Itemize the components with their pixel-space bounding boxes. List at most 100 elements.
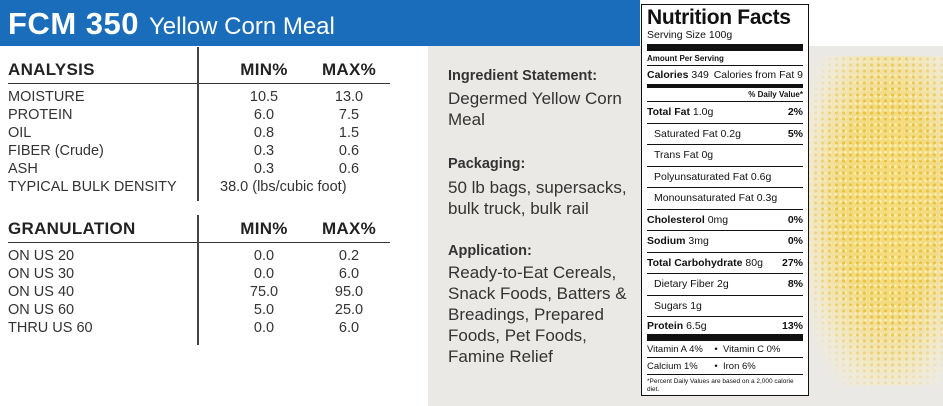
vitamin-right: Vitamin C 0% xyxy=(723,343,781,355)
title-bar: FCM 350 Yellow Corn Meal xyxy=(0,0,640,46)
nutrient-name-amount: Monounsaturated Fat 0.3g xyxy=(654,192,777,204)
min-heading: MIN% xyxy=(240,60,288,79)
product-code: FCM 350 xyxy=(8,6,139,41)
nutrient-label: Total Fat xyxy=(647,106,690,119)
nutrient-label: Total Carbohydrate xyxy=(647,256,743,269)
nutrient-amount: 80g xyxy=(745,256,763,269)
row-label: FIBER (Crude) xyxy=(8,143,104,159)
granulation-heading: GRANULATION xyxy=(8,219,136,238)
nutrient-row: Sugars 1g xyxy=(647,296,803,317)
row-label: PROTEIN xyxy=(8,107,73,123)
nutrition-facts-label: Nutrition Facts Serving Size 100g Amount… xyxy=(641,4,809,396)
row-label: ON US 60 xyxy=(8,302,75,318)
calories-value: 349 xyxy=(691,69,709,81)
bulk-density-value: 38.0 (lbs/cubic foot) xyxy=(220,179,347,195)
max-heading: MAX% xyxy=(321,60,377,79)
vitamin-right: Iron 6% xyxy=(723,360,756,372)
analysis-divider xyxy=(197,47,199,201)
min-value: 0.8 xyxy=(253,125,275,141)
analysis-table: ANALYSIS MIN% MAX% MOISTURE 10.5 13.0 PROTE… xyxy=(8,56,390,196)
granulation-header: GRANULATION MIN% MAX% xyxy=(8,215,390,243)
corn-meal-image xyxy=(805,56,943,386)
nutrient-row: Total Fat 1.0g 2% xyxy=(647,102,803,124)
application-heading: Application: xyxy=(448,243,532,259)
amount-per-serving: Amount Per Serving xyxy=(647,51,803,66)
nutrient-label: Polyunsaturated Fat xyxy=(654,170,748,183)
min-value: 75.0 xyxy=(249,284,279,300)
application-text: Ready-to-Eat Cereals, Snack Foods, Batte… xyxy=(448,263,627,366)
max-value: 6.0 xyxy=(338,266,360,282)
nutrient-name-amount: Polyunsaturated Fat 0.6g xyxy=(654,171,771,183)
bulk-density-label: TYPICAL BULK DENSITY xyxy=(8,179,177,195)
row-label: ASH xyxy=(8,161,38,177)
nutrient-row: Dietary Fiber 2g 8% xyxy=(647,274,803,296)
application-section: Application: Ready-to-Eat Cereals, Snack… xyxy=(448,243,638,367)
nutrient-row: Sodium 3mg 0% xyxy=(647,231,803,253)
analysis-row: ASH 0.3 0.6 xyxy=(8,160,390,178)
max-value: 95.0 xyxy=(334,284,364,300)
vitamin-rows: Vitamin A 4% • Vitamin C 0% Calcium 1% • Iron… xyxy=(647,341,803,375)
nutrient-daily-value: 13% xyxy=(781,319,803,332)
granulation-row: ON US 60 5.0 25.0 xyxy=(8,301,390,319)
nutrient-daily-value: 0% xyxy=(787,213,803,226)
bullet-icon: • xyxy=(714,360,718,372)
vitamin-left: Calcium 1% xyxy=(647,360,698,372)
nutrient-daily-value: 5% xyxy=(787,127,803,140)
nutrient-amount: 0.3g xyxy=(756,192,778,205)
daily-value-header: % Daily Value* xyxy=(647,88,803,102)
nutrient-amount: 0.2g xyxy=(720,127,741,140)
nutrient-daily-value: 2% xyxy=(787,106,803,119)
granulation-rows: ON US 20 0.0 0.2 ON US 30 0.0 6.0 ON US 40 75.0… xyxy=(8,243,390,337)
granulation-row: ON US 40 75.0 95.0 xyxy=(8,283,390,301)
min-value: 0.3 xyxy=(253,143,275,159)
vitamin-row: Calcium 1% • Iron 6% xyxy=(647,358,803,375)
nutrient-name-amount: Saturated Fat 0.2g xyxy=(654,128,741,140)
nutrient-label: Sugars xyxy=(654,299,688,312)
row-label: THRU US 60 xyxy=(8,320,93,336)
max-value: 0.2 xyxy=(338,248,360,264)
nutrient-row: Monounsaturated Fat 0.3g xyxy=(647,188,803,210)
max-value: 7.5 xyxy=(338,107,360,123)
packaging-section: Packaging: 50 lb bags, supersacks, bulk … xyxy=(448,156,638,219)
granulation-row: ON US 20 0.0 0.2 xyxy=(8,247,390,265)
row-label: ON US 20 xyxy=(8,248,75,264)
nutrient-row: Trans Fat 0g xyxy=(647,145,803,167)
nutrient-amount: 2g xyxy=(717,278,729,291)
nutrient-name-amount: Sodium 3mg xyxy=(647,235,709,247)
packaging-text: 50 lb bags, supersacks, bulk truck, bulk… xyxy=(448,178,627,218)
nutrient-row: Polyunsaturated Fat 0.6g xyxy=(647,167,803,188)
nutrient-amount: 0.6g xyxy=(750,170,772,183)
analysis-rows: MOISTURE 10.5 13.0 PROTEIN 6.0 7.5 OIL 0.8 1.5 FI… xyxy=(8,84,390,178)
granulation-table: GRANULATION MIN% MAX% ON US 20 0.0 0.2 ON U… xyxy=(8,215,390,337)
footnote: *Percent Daily Values are based on a 2,0… xyxy=(647,378,794,393)
nutrient-label: Saturated Fat xyxy=(654,127,718,140)
nutrient-daily-value: 8% xyxy=(787,278,803,291)
analysis-row: PROTEIN 6.0 7.5 xyxy=(8,106,390,124)
bullet-icon: • xyxy=(714,343,718,355)
nutrient-daily-value: 27% xyxy=(781,256,803,269)
ingredient-text: Degermed Yellow Corn Meal xyxy=(448,89,622,129)
row-label: ON US 30 xyxy=(8,266,75,282)
nutrient-amount: 1g xyxy=(690,299,702,312)
nutrient-name-amount: Total Carbohydrate 80g xyxy=(647,257,763,269)
product-name: Yellow Corn Meal xyxy=(148,13,335,40)
nutrient-label: Sodium xyxy=(647,235,686,248)
vitamin-row: Vitamin A 4% • Vitamin C 0% xyxy=(647,341,803,358)
granulation-row: ON US 30 0.0 6.0 xyxy=(8,265,390,283)
nutrient-rows: Total Fat 1.0g 2% Saturated Fat 0.2g 5% Tran… xyxy=(647,102,803,341)
min-value: 0.0 xyxy=(253,266,275,282)
max-heading: MAX% xyxy=(321,219,377,238)
analysis-heading: ANALYSIS xyxy=(8,60,95,79)
max-value: 0.6 xyxy=(338,143,360,159)
nutrient-label: Monounsaturated Fat xyxy=(654,192,754,205)
analysis-header: ANALYSIS MIN% MAX% xyxy=(8,56,390,84)
nutrient-name-amount: Trans Fat 0g xyxy=(654,149,713,161)
packaging-heading: Packaging: xyxy=(448,156,526,172)
nutrient-amount: 3mg xyxy=(688,235,709,248)
nutrient-amount: 0g xyxy=(701,149,714,162)
nutrient-name-amount: Protein 6.5g xyxy=(647,320,707,332)
min-value: 10.5 xyxy=(249,89,279,105)
nutrient-label: Protein xyxy=(647,319,684,332)
serving-size: Serving Size 100g xyxy=(647,29,803,51)
granulation-divider xyxy=(197,215,199,345)
